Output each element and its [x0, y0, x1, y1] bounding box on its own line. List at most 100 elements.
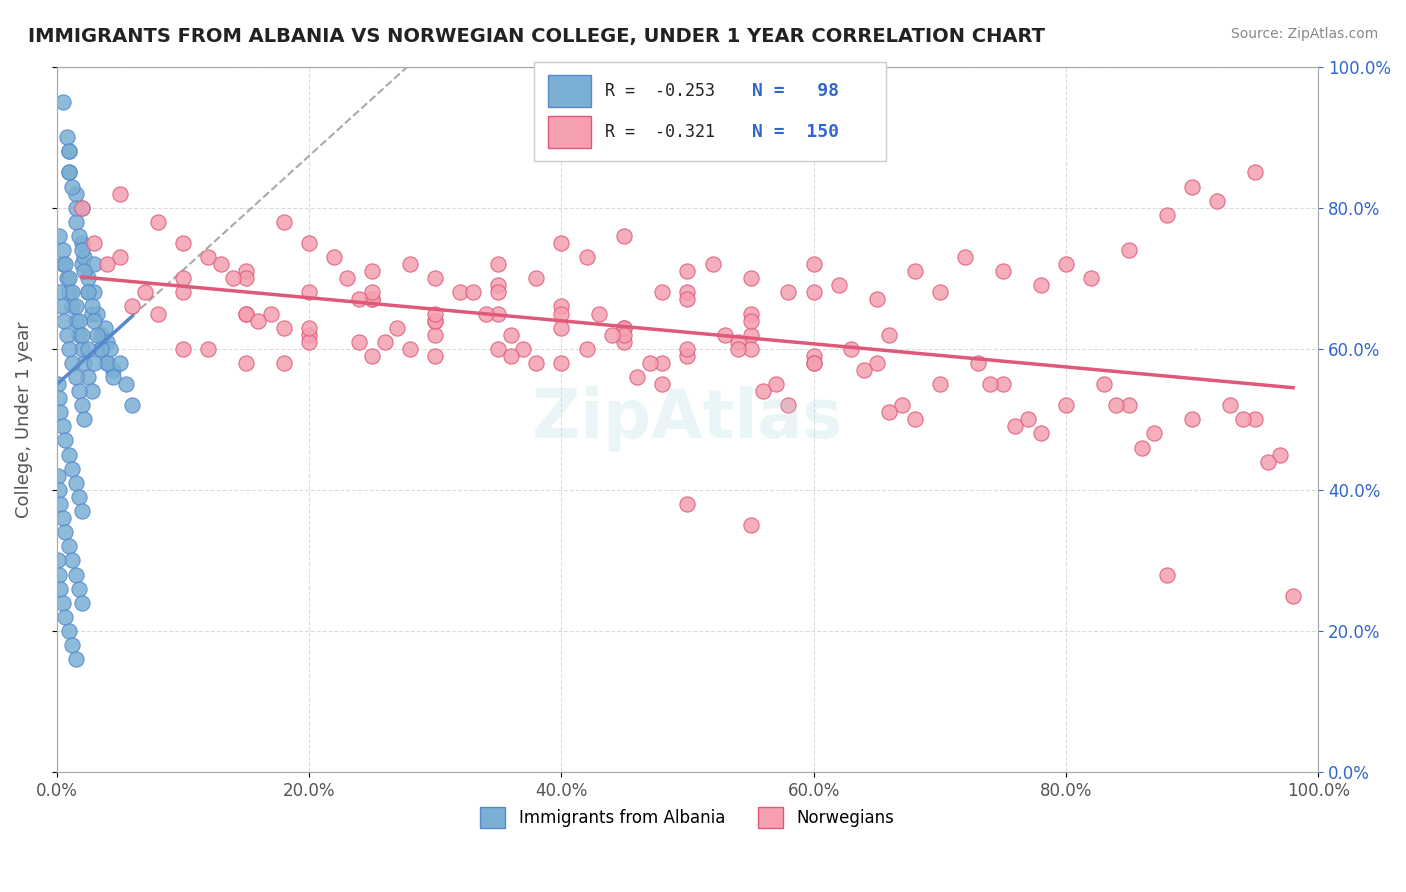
Point [727, 334, 749, 349]
Point [172, 342, 194, 356]
Point [613, 228, 636, 243]
Point [67, 384, 90, 398]
Point [298, 285, 321, 300]
Point [486, 306, 509, 320]
Text: Source: ZipAtlas.com: Source: ZipAtlas.com [1230, 27, 1378, 41]
Point [65, 313, 87, 327]
Point [778, 398, 800, 412]
Point [90, 327, 112, 342]
Point [134, 285, 156, 300]
Point [550, 300, 572, 314]
Point [83, 356, 105, 370]
Point [235, 306, 257, 320]
Point [866, 356, 889, 370]
Point [58, 539, 80, 553]
Point [96, 356, 118, 370]
Point [65, 201, 87, 215]
Point [55, 327, 77, 342]
Point [298, 327, 321, 342]
Point [49, 497, 72, 511]
Point [65, 370, 87, 384]
Point [778, 285, 800, 300]
Point [928, 285, 950, 300]
Point [1017, 412, 1039, 426]
Point [197, 250, 219, 264]
Point [638, 356, 661, 370]
Point [374, 334, 396, 349]
Point [53, 313, 76, 327]
Point [70, 201, 93, 215]
Point [903, 264, 925, 278]
Point [55, 271, 77, 285]
Point [65, 652, 87, 666]
Point [1219, 398, 1241, 412]
Point [727, 342, 749, 356]
Point [235, 271, 257, 285]
Point [879, 327, 901, 342]
Point [499, 327, 522, 342]
Point [651, 377, 673, 392]
Point [1244, 412, 1267, 426]
Point [172, 235, 194, 250]
Point [235, 306, 257, 320]
Point [866, 293, 889, 307]
Point [121, 398, 143, 412]
Point [841, 342, 863, 356]
Point [52, 243, 75, 257]
Point [65, 186, 87, 201]
Point [67, 490, 90, 504]
Point [52, 95, 75, 109]
Point [70, 342, 93, 356]
Point [83, 257, 105, 271]
Point [828, 278, 851, 293]
Point [803, 285, 825, 300]
Point [51, 300, 73, 314]
Point [1029, 278, 1052, 293]
Point [52, 257, 75, 271]
Point [58, 165, 80, 179]
Point [676, 342, 699, 356]
Point [486, 342, 509, 356]
Point [740, 271, 762, 285]
Point [1181, 412, 1204, 426]
Point [77, 370, 100, 384]
Point [1282, 589, 1305, 603]
Point [247, 313, 270, 327]
Point [209, 257, 232, 271]
Point [550, 235, 572, 250]
Point [48, 391, 70, 405]
Text: R =  -0.253: R = -0.253 [605, 82, 714, 100]
Point [70, 235, 93, 250]
Point [1143, 426, 1166, 441]
Point [1206, 194, 1229, 208]
Point [423, 306, 446, 320]
Point [273, 320, 295, 334]
Point [58, 145, 80, 159]
Point [70, 243, 93, 257]
Point [52, 419, 75, 434]
Point [46, 468, 69, 483]
Point [298, 320, 321, 334]
Point [172, 271, 194, 285]
Point [486, 285, 509, 300]
Point [423, 313, 446, 327]
Point [512, 342, 534, 356]
Point [853, 363, 876, 377]
Point [1004, 419, 1026, 434]
Point [966, 356, 988, 370]
FancyBboxPatch shape [548, 75, 591, 106]
Point [58, 285, 80, 300]
Point [90, 342, 112, 356]
Point [121, 300, 143, 314]
Point [48, 285, 70, 300]
Text: N =  150: N = 150 [752, 123, 839, 141]
Point [1080, 271, 1102, 285]
Point [1181, 179, 1204, 194]
Y-axis label: College, Under 1 year: College, Under 1 year [15, 321, 32, 517]
Point [58, 145, 80, 159]
Point [77, 285, 100, 300]
Point [449, 285, 471, 300]
Point [740, 327, 762, 342]
Point [550, 356, 572, 370]
Point [90, 342, 112, 356]
